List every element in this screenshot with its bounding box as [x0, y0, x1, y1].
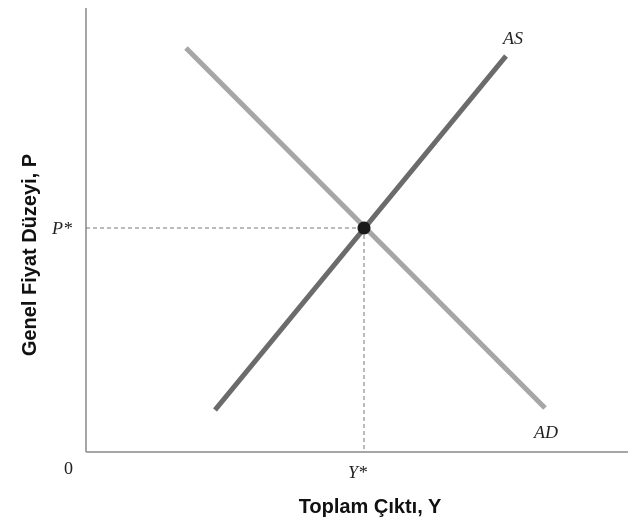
y-axis-title: Genel Fiyat Düzeyi, P — [19, 153, 41, 357]
p-star-label: P* — [51, 218, 72, 238]
as-label: AS — [502, 28, 523, 48]
y-star-label: Y* — [348, 462, 367, 482]
x-axis-title: Toplam Çıktı, Y — [298, 496, 442, 518]
origin-label: 0 — [64, 458, 73, 478]
ad-label: AD — [533, 422, 558, 442]
equilibrium-point — [357, 221, 371, 235]
